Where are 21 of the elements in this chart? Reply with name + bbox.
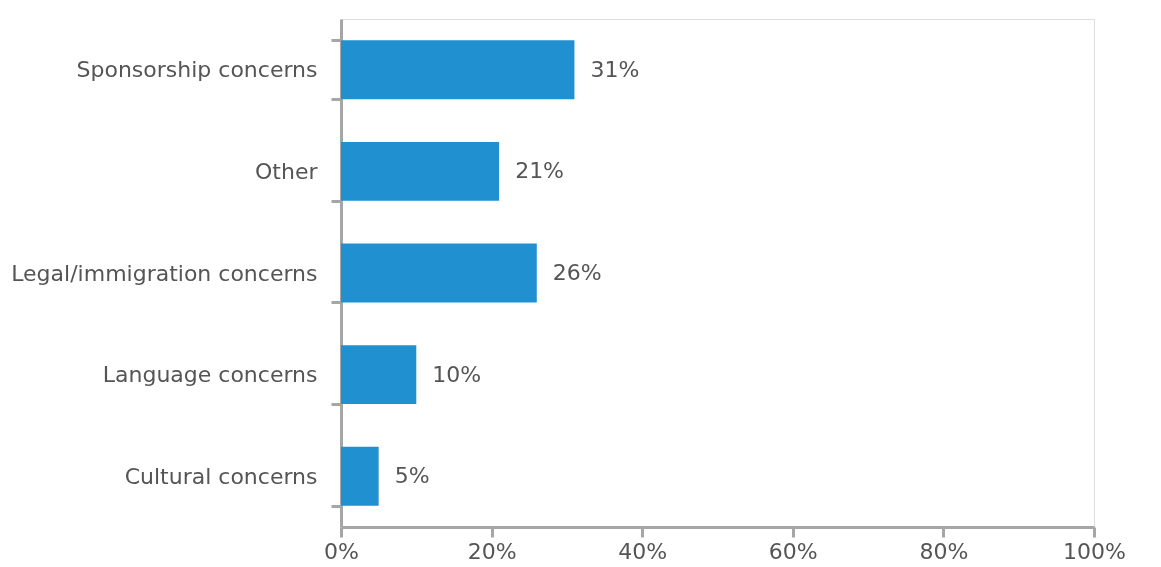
y-tick-label: Language concerns [102, 362, 318, 388]
bar [341, 243, 537, 303]
data-label: 26% [552, 260, 602, 285]
bar [341, 345, 417, 405]
y-tick-label: Legal/immigration concerns [11, 260, 318, 286]
x-tick-label: 100% [1063, 538, 1126, 564]
data-label: 10% [432, 361, 482, 387]
y-tick-label: Sponsorship concerns [76, 57, 318, 83]
y-tick-label: Cultural concerns [124, 463, 318, 489]
data-label: 31% [590, 56, 640, 82]
x-tick-label: 60% [768, 538, 818, 564]
data-label: 21% [515, 158, 565, 184]
bar [341, 141, 500, 201]
x-tick-label: 20% [467, 538, 517, 564]
x-tick-label: 0% [324, 538, 359, 564]
x-tick-label: 40% [618, 538, 668, 564]
bar [341, 40, 575, 100]
x-tick-label: 80% [919, 538, 969, 564]
data-label: 5% [394, 463, 430, 489]
y-tick-label: Other [255, 158, 319, 184]
bar [341, 446, 379, 506]
